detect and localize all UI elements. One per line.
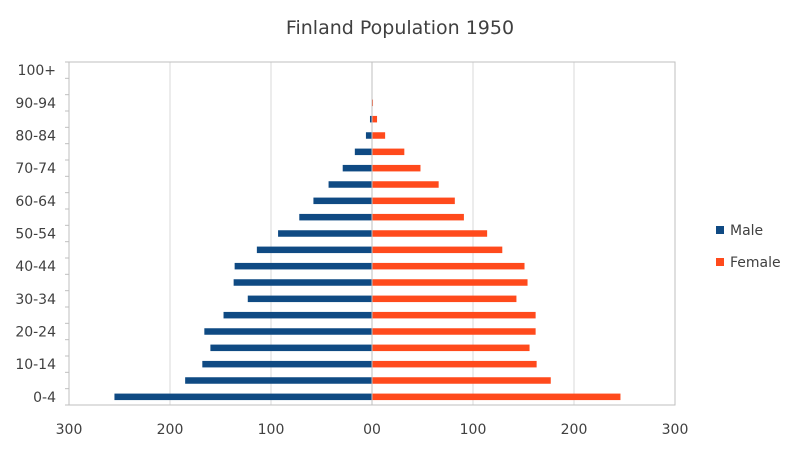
y-axis-label: 50-54 bbox=[15, 227, 56, 243]
female-bar bbox=[372, 246, 503, 254]
female-bar bbox=[372, 295, 517, 303]
male-bar bbox=[369, 115, 372, 123]
female-bar bbox=[372, 377, 551, 384]
male-bar bbox=[247, 295, 372, 303]
y-axis-label: 70-74 bbox=[15, 161, 56, 177]
chart-title: Finland Population 1950 bbox=[286, 17, 514, 39]
y-axis-ticks bbox=[65, 61, 69, 406]
female-bar bbox=[372, 328, 536, 335]
female-bar bbox=[372, 213, 464, 221]
female-bar bbox=[372, 393, 621, 401]
y-axis-label: 20-24 bbox=[15, 325, 56, 341]
female-bar bbox=[372, 181, 439, 188]
x-axis-labels: 300 200 100 00 100 200 300 bbox=[56, 422, 689, 438]
female-bar bbox=[372, 360, 537, 368]
legend-female-swatch bbox=[716, 258, 724, 266]
male-bar bbox=[223, 311, 372, 319]
x-axis-label: 300 bbox=[56, 422, 83, 438]
male-bar bbox=[365, 132, 372, 139]
male-bar bbox=[204, 328, 372, 335]
female-bar bbox=[372, 164, 421, 172]
male-bar bbox=[185, 377, 372, 384]
male-bar bbox=[114, 393, 372, 401]
y-axis-labels: 0-4 10-14 20-24 30-34 40-44 50-54 60-64 70-74 80… bbox=[15, 63, 56, 406]
legend-male-label: Male bbox=[730, 223, 763, 239]
male-bar bbox=[299, 213, 372, 221]
legend-male-swatch bbox=[716, 226, 724, 234]
female-bar bbox=[372, 115, 378, 123]
male-bar bbox=[328, 181, 372, 188]
female-bar bbox=[372, 311, 536, 319]
x-axis-label: 00 bbox=[363, 422, 381, 438]
female-bar bbox=[372, 230, 488, 237]
x-axis-label: 200 bbox=[561, 422, 588, 438]
female-series-bars bbox=[372, 66, 621, 401]
y-axis-label: 30-34 bbox=[15, 292, 56, 308]
male-bar bbox=[202, 360, 372, 368]
y-axis-label: 80-84 bbox=[15, 129, 56, 145]
plot-area: 0-4 10-14 20-24 30-34 40-44 50-54 60-64 70-74 80… bbox=[15, 61, 689, 438]
y-axis-label: 90-94 bbox=[15, 96, 56, 112]
female-bar bbox=[372, 262, 525, 270]
female-bar bbox=[372, 99, 374, 107]
x-axis-label: 200 bbox=[157, 422, 184, 438]
male-bar bbox=[342, 164, 372, 172]
male-bar bbox=[278, 230, 372, 237]
y-axis-label: 60-64 bbox=[15, 194, 56, 210]
legend: Male Female bbox=[716, 223, 781, 271]
male-bar bbox=[354, 148, 372, 156]
female-bar bbox=[372, 344, 530, 352]
female-bar bbox=[372, 197, 455, 205]
x-axis-label: 300 bbox=[662, 422, 689, 438]
legend-female-label: Female bbox=[730, 255, 781, 271]
y-axis-label: 100+ bbox=[18, 63, 56, 79]
male-bar bbox=[256, 246, 372, 254]
male-bar bbox=[233, 279, 372, 286]
y-axis-label: 0-4 bbox=[33, 390, 56, 406]
x-axis-label: 100 bbox=[258, 422, 285, 438]
female-bar bbox=[372, 279, 528, 286]
male-bar bbox=[313, 197, 372, 205]
y-axis-label: 10-14 bbox=[15, 357, 56, 373]
male-series-bars bbox=[114, 66, 373, 401]
y-axis-label: 40-44 bbox=[15, 259, 56, 275]
female-bar bbox=[372, 148, 405, 156]
male-bar bbox=[234, 262, 372, 270]
x-axis-label: 100 bbox=[460, 422, 487, 438]
female-bar bbox=[372, 132, 386, 139]
male-bar bbox=[210, 344, 372, 352]
